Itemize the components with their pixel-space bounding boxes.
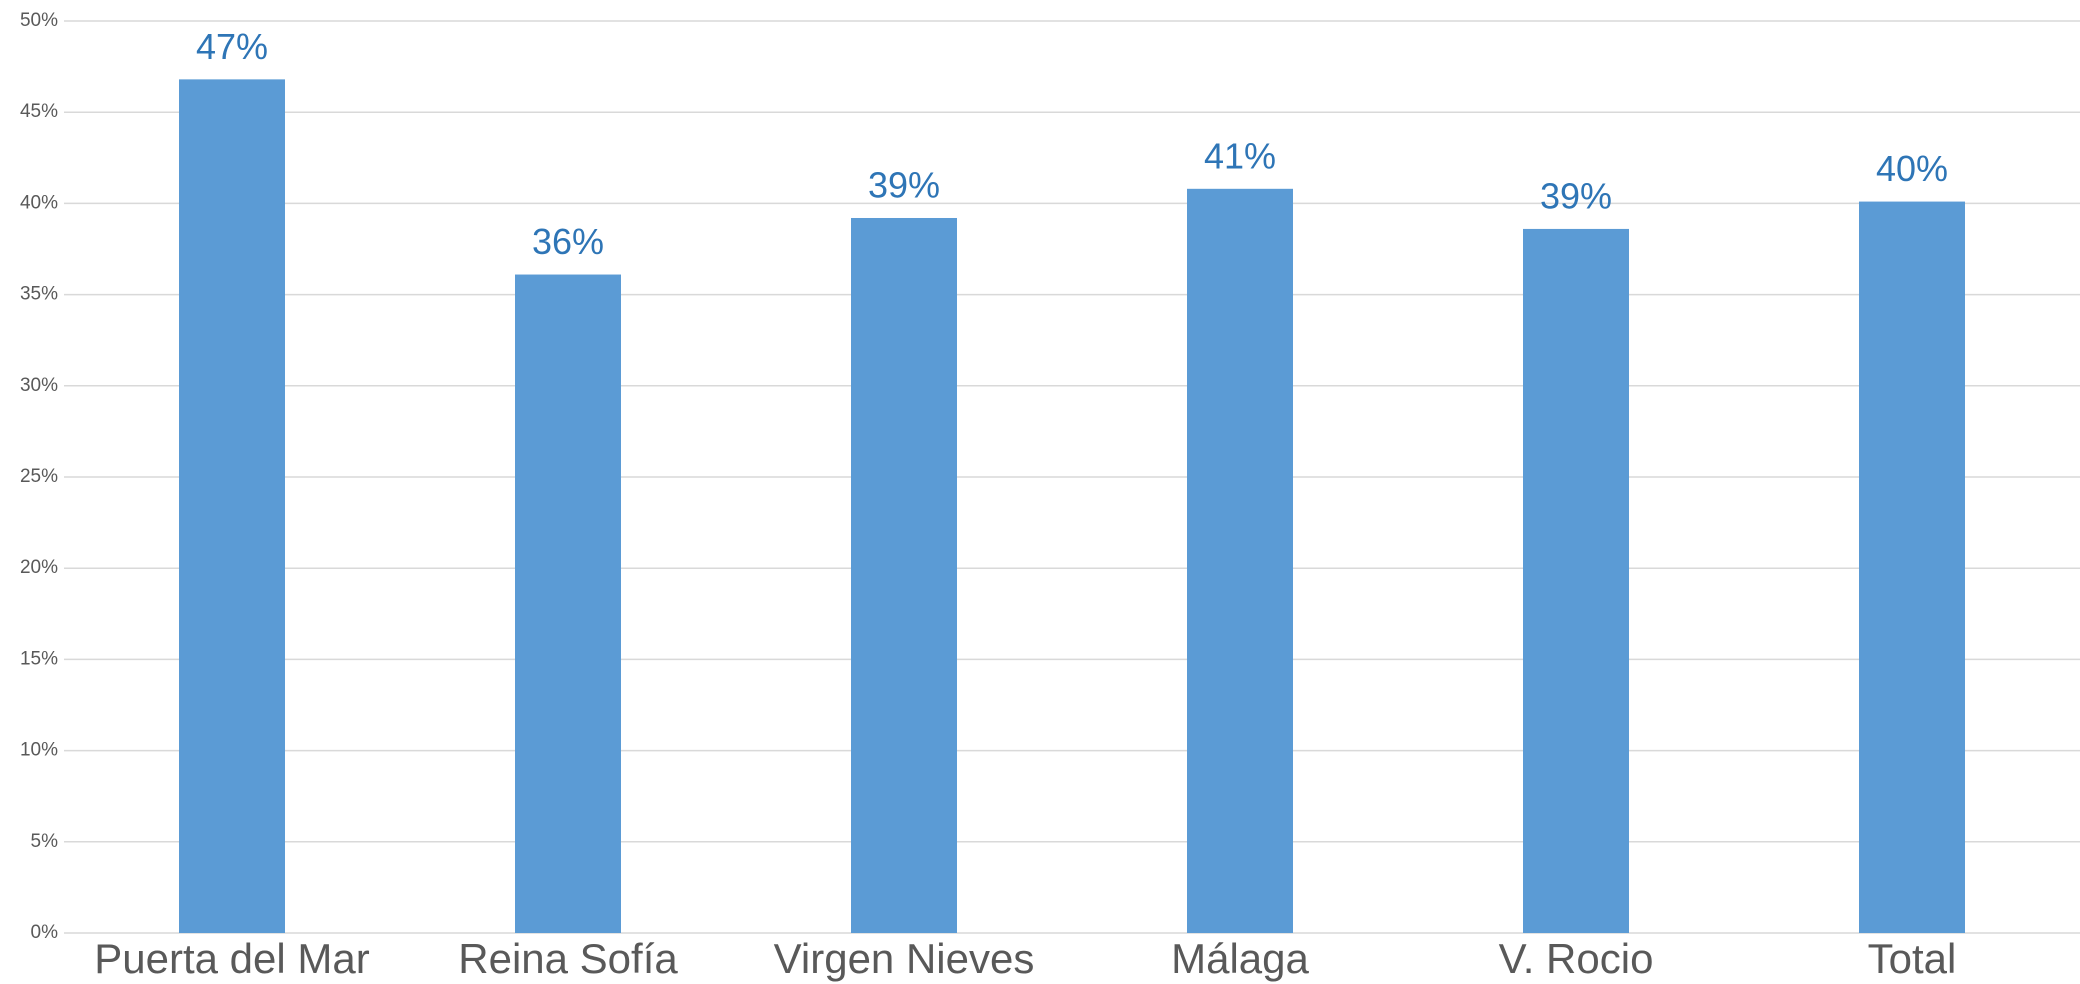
y-tick-label: 30% xyxy=(20,375,58,396)
y-tick-label: 25% xyxy=(20,466,58,487)
x-tick-label: Reina Sofía xyxy=(458,935,678,982)
x-tick-label: Puerta del Mar xyxy=(94,935,369,982)
y-tick-label: 50% xyxy=(20,10,58,31)
value-label: 36% xyxy=(532,221,604,262)
y-tick-label: 35% xyxy=(20,284,58,305)
y-tick-label: 20% xyxy=(20,557,58,578)
x-tick-label: V. Rocio xyxy=(1499,935,1654,982)
x-tick-label: Málaga xyxy=(1171,935,1309,982)
bar xyxy=(179,79,285,934)
bar xyxy=(1187,188,1293,934)
bar xyxy=(515,274,621,933)
value-label: 39% xyxy=(868,165,940,206)
y-tick-label: 0% xyxy=(31,922,59,943)
value-label: 40% xyxy=(1876,148,1948,189)
x-tick-label: Total xyxy=(1868,935,1957,982)
y-tick-label: 40% xyxy=(20,192,58,213)
x-tick-label: Virgen Nieves xyxy=(774,935,1035,982)
value-label: 47% xyxy=(196,26,268,67)
value-label: 39% xyxy=(1540,175,1612,216)
y-tick-label: 15% xyxy=(20,648,58,669)
bar xyxy=(851,217,957,933)
y-tick-label: 10% xyxy=(20,740,58,761)
bar xyxy=(1523,228,1629,933)
value-label: 41% xyxy=(1204,135,1276,176)
y-tick-label: 45% xyxy=(20,101,58,122)
y-tick-label: 5% xyxy=(31,831,59,852)
bar xyxy=(1859,201,1965,934)
